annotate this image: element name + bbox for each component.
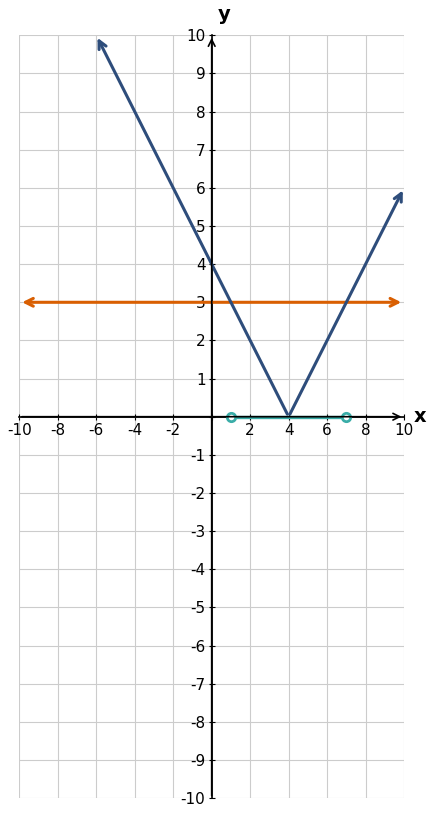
Text: y: y: [217, 5, 230, 24]
Text: x: x: [414, 407, 426, 427]
